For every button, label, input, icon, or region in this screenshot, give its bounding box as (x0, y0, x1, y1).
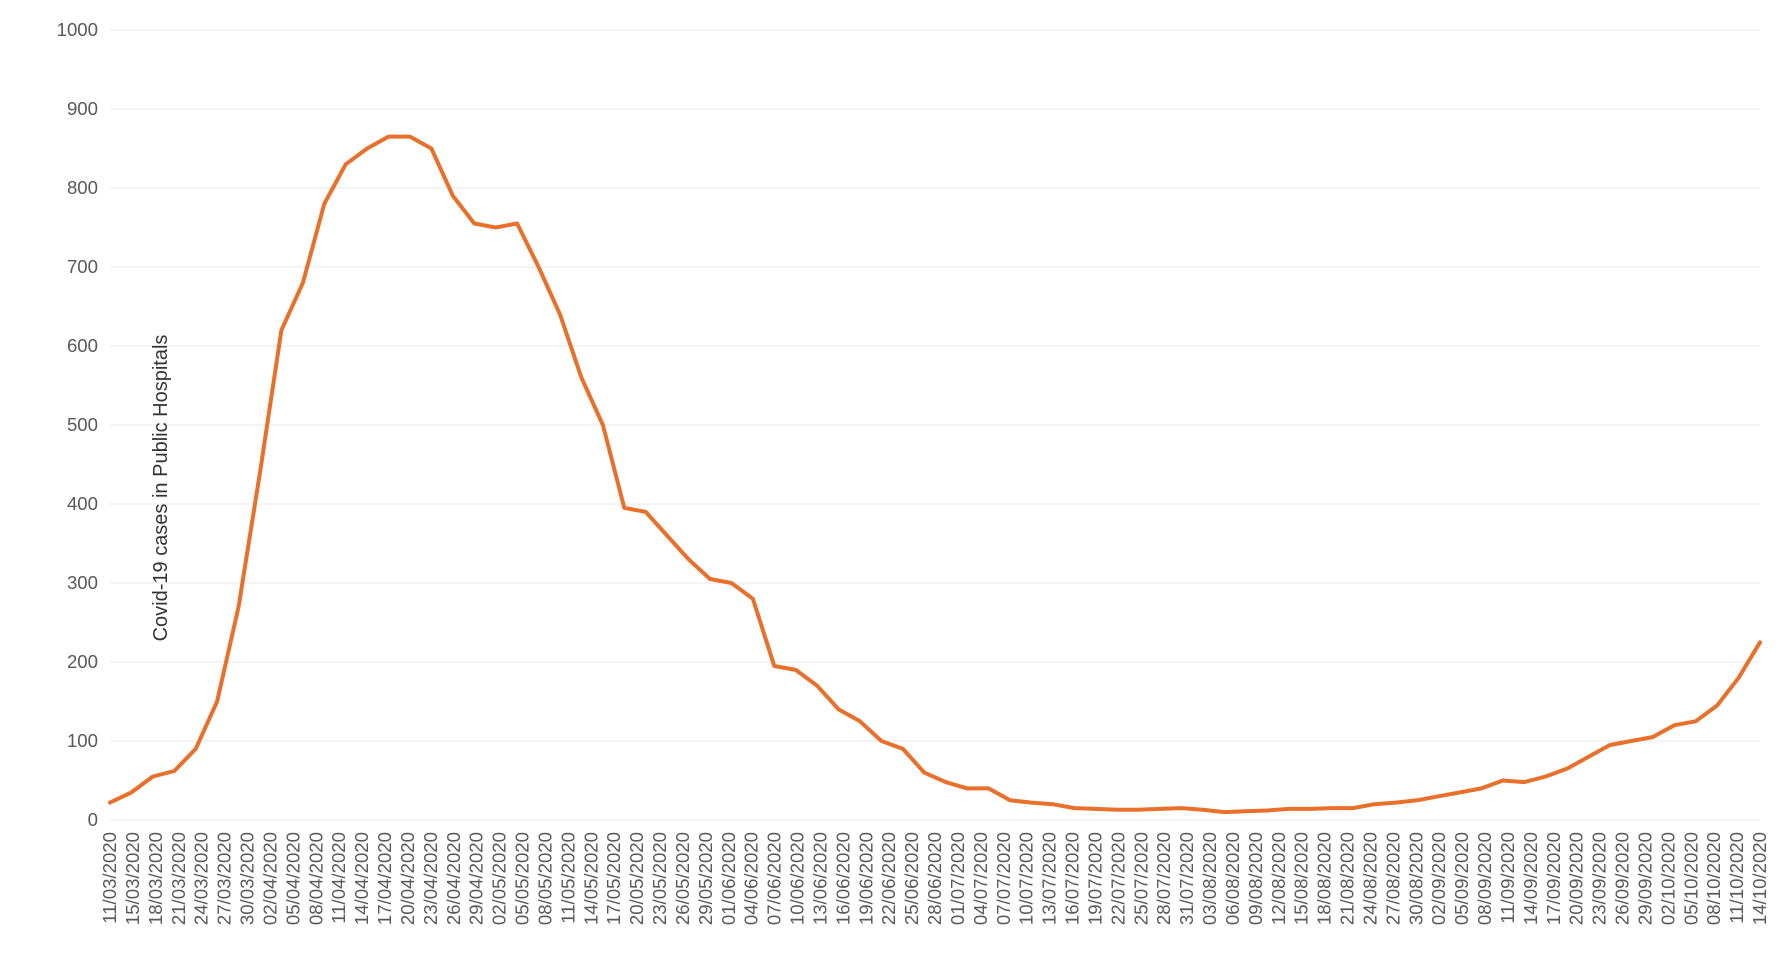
x-tick-label: 22/07/2020 (1107, 832, 1128, 925)
x-tick-label: 22/06/2020 (878, 832, 899, 925)
x-tick-label: 26/04/2020 (443, 832, 464, 925)
y-tick-label: 900 (67, 98, 98, 119)
x-tick-label: 04/06/2020 (741, 832, 762, 925)
x-tick-label: 24/03/2020 (191, 832, 212, 925)
x-tick-label: 14/10/2020 (1749, 832, 1770, 925)
x-tick-label: 20/04/2020 (397, 832, 418, 925)
x-tick-label: 07/07/2020 (993, 832, 1014, 925)
x-tick-label: 26/05/2020 (672, 832, 693, 925)
y-tick-label: 1000 (57, 19, 98, 40)
x-tick-label: 24/08/2020 (1359, 832, 1380, 925)
x-tick-label: 28/07/2020 (1153, 832, 1174, 925)
x-tick-label: 27/08/2020 (1382, 832, 1403, 925)
x-tick-label: 20/09/2020 (1566, 832, 1587, 925)
covid-hospital-chart: Covid-19 cases in Public Hospitals 0 100 2… (0, 0, 1786, 976)
x-tick-label: 21/03/2020 (168, 832, 189, 925)
x-tick-label: 30/03/2020 (237, 832, 258, 925)
x-tick-label: 23/04/2020 (420, 832, 441, 925)
x-tick-label: 14/04/2020 (351, 832, 372, 925)
x-tick-label: 20/05/2020 (626, 832, 647, 925)
x-tick-label: 30/08/2020 (1405, 832, 1426, 925)
y-tick-label: 600 (67, 335, 98, 356)
x-tick-label: 15/08/2020 (1291, 832, 1312, 925)
x-tick-label: 25/06/2020 (901, 832, 922, 925)
x-tick-label: 02/09/2020 (1428, 832, 1449, 925)
y-tick-label: 700 (67, 256, 98, 277)
x-tick-label: 28/06/2020 (924, 832, 945, 925)
x-tick-label: 04/07/2020 (970, 832, 991, 925)
x-tick-label: 03/08/2020 (1199, 832, 1220, 925)
y-tick-label: 100 (67, 730, 98, 751)
x-tick-label: 05/05/2020 (512, 832, 533, 925)
y-tick-label: 400 (67, 493, 98, 514)
x-tick-label: 16/06/2020 (832, 832, 853, 925)
x-tick-label: 21/08/2020 (1337, 832, 1358, 925)
x-tick-label: 14/05/2020 (580, 832, 601, 925)
x-tick-label: 13/06/2020 (809, 832, 830, 925)
y-tick-label: 500 (67, 414, 98, 435)
x-tick-label: 07/06/2020 (764, 832, 785, 925)
x-tick-label: 09/08/2020 (1245, 832, 1266, 925)
y-tick-label: 300 (67, 572, 98, 593)
x-tick-label: 19/06/2020 (855, 832, 876, 925)
x-tick-label: 13/07/2020 (1039, 832, 1060, 925)
x-tick-label: 11/04/2020 (328, 832, 349, 924)
x-tick-label: 25/07/2020 (1130, 832, 1151, 925)
y-tick-label: 0 (88, 809, 98, 830)
x-tick-label: 06/08/2020 (1222, 832, 1243, 925)
x-tick-label: 29/05/2020 (695, 832, 716, 925)
x-tick-label: 19/07/2020 (1084, 832, 1105, 925)
x-tick-label: 15/03/2020 (122, 832, 143, 925)
x-tick-label: 14/09/2020 (1520, 832, 1541, 925)
x-tick-label: 10/07/2020 (1016, 832, 1037, 925)
x-tick-label: 02/05/2020 (489, 832, 510, 925)
x-tick-label: 11/10/2020 (1726, 832, 1747, 924)
x-tick-label: 29/09/2020 (1634, 832, 1655, 925)
x-tick-label: 27/03/2020 (214, 832, 235, 925)
x-tick-label: 18/03/2020 (145, 832, 166, 925)
x-tick-label: 02/10/2020 (1657, 832, 1678, 925)
x-tick-label: 31/07/2020 (1176, 832, 1197, 925)
chart-svg: 0 100 200 300 400 500 600 700 800 900 1000 11/03/20… (0, 0, 1786, 976)
x-tick-label: 12/08/2020 (1268, 832, 1289, 925)
x-tick-label: 23/05/2020 (649, 832, 670, 925)
x-tick-label: 08/10/2020 (1703, 832, 1724, 925)
x-tick-label: 08/05/2020 (534, 832, 555, 925)
x-tick-label: 26/09/2020 (1612, 832, 1633, 925)
y-tick-label: 200 (67, 651, 98, 672)
x-tick-label: 17/05/2020 (603, 832, 624, 925)
x-tick-label: 29/04/2020 (466, 832, 487, 925)
x-tick-label: 05/04/2020 (282, 832, 303, 925)
x-tick-label: 11/03/2020 (99, 832, 120, 924)
x-tick-label: 17/04/2020 (374, 832, 395, 925)
x-tick-label: 05/09/2020 (1451, 832, 1472, 925)
x-tick-label: 11/09/2020 (1497, 832, 1518, 924)
x-tick-label: 08/09/2020 (1474, 832, 1495, 925)
x-tick-label: 23/09/2020 (1589, 832, 1610, 925)
x-tick-label: 18/08/2020 (1314, 832, 1335, 925)
y-tick-label: 800 (67, 177, 98, 198)
x-tick-label: 17/09/2020 (1543, 832, 1564, 925)
x-tick-label: 05/10/2020 (1680, 832, 1701, 925)
y-axis-title: Covid-19 cases in Public Hospitals (150, 335, 173, 642)
x-tick-label: 01/07/2020 (947, 832, 968, 925)
x-tick-label: 08/04/2020 (305, 832, 326, 925)
x-tick-label: 10/06/2020 (787, 832, 808, 925)
x-tick-label: 16/07/2020 (1062, 832, 1083, 925)
x-tick-label: 11/05/2020 (557, 832, 578, 924)
x-tick-label: 02/04/2020 (259, 832, 280, 925)
x-tick-label: 01/06/2020 (718, 832, 739, 925)
